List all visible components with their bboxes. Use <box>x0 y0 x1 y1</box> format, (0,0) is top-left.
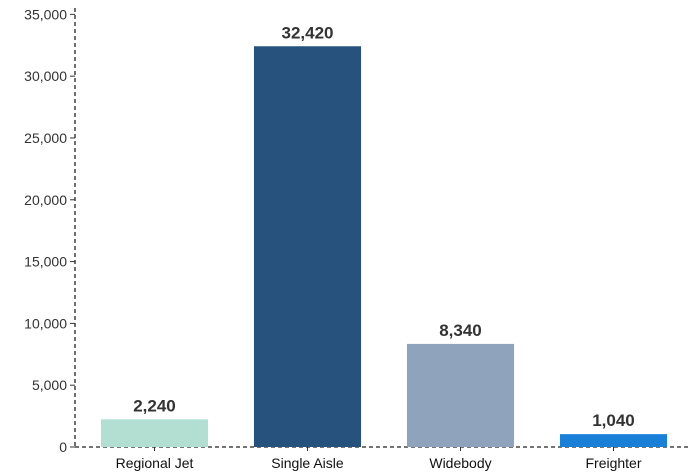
data-labels: 2,240 32,420 8,340 1,040 <box>133 23 635 430</box>
y-tick-label: 15,000 <box>24 254 67 270</box>
data-label: 32,420 <box>282 23 334 42</box>
y-tick-label: 25,000 <box>24 130 67 146</box>
bar <box>253 46 362 447</box>
bar <box>406 343 515 447</box>
y-tick-label: 5,000 <box>32 377 67 393</box>
data-label: 8,340 <box>439 321 482 340</box>
bars <box>100 46 668 447</box>
x-tick-label: Widebody <box>429 455 491 471</box>
data-label: 1,040 <box>592 411 635 430</box>
y-axis: 0 5,000 10,000 15,000 20,000 25,000 30,000 35,0… <box>24 6 76 455</box>
y-tick-label: 10,000 <box>24 315 67 331</box>
y-tick-label: 20,000 <box>24 192 67 208</box>
y-tick-label: 0 <box>59 439 67 455</box>
bar <box>100 419 209 447</box>
x-tick-label: Regional Jet <box>116 455 194 471</box>
y-tick-label: 35,000 <box>24 6 67 22</box>
x-axis: Regional Jet Single Aisle Widebody Freighte… <box>75 446 690 471</box>
bar <box>559 434 668 447</box>
data-label: 2,240 <box>133 396 176 415</box>
y-tick-label: 30,000 <box>24 68 67 84</box>
x-tick-label: Freighter <box>585 455 641 471</box>
x-tick-label: Single Aisle <box>271 455 344 471</box>
